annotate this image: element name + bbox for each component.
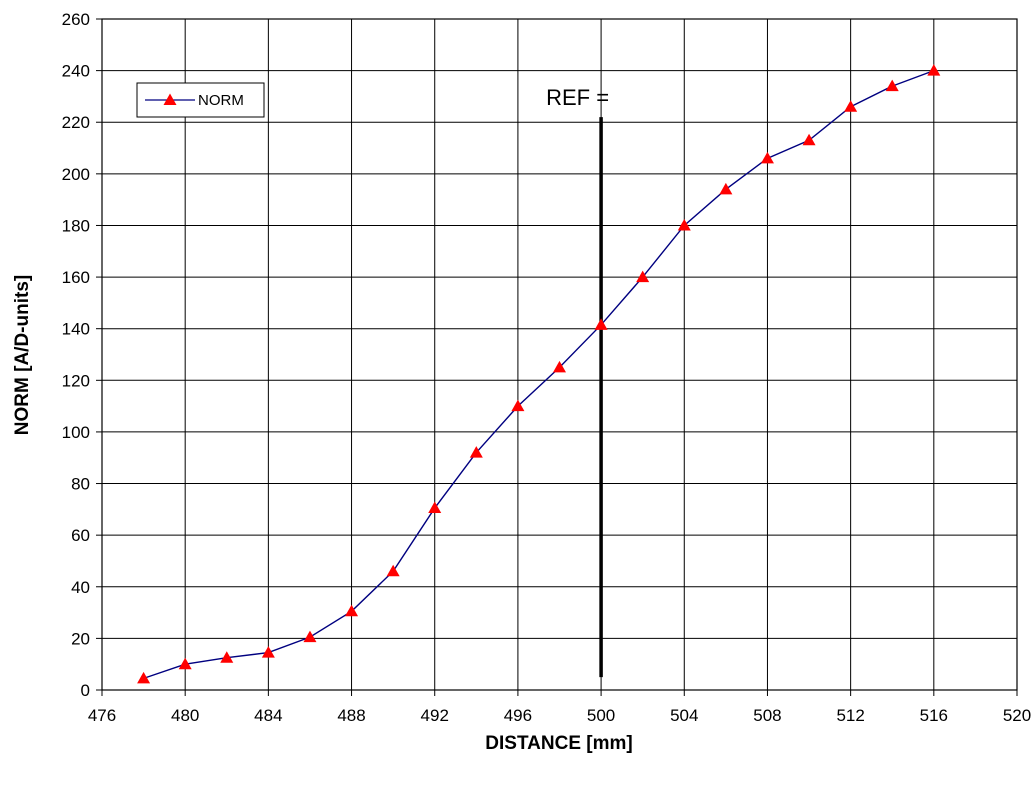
y-tick-label: 140	[62, 320, 90, 339]
x-tick-label: 508	[753, 706, 781, 725]
legend: NORM	[136, 82, 265, 118]
x-tick-label: 476	[88, 706, 116, 725]
x-axis-title: DISTANCE [mm]	[485, 733, 632, 754]
data-point	[927, 64, 941, 76]
y-axis-title: NORM [A/D-units]	[12, 275, 33, 435]
data-point	[760, 151, 774, 164]
x-tick-label: 488	[337, 706, 365, 725]
plot-border	[101, 18, 1018, 691]
data-point	[553, 360, 566, 373]
y-tick-label: 200	[62, 165, 90, 184]
data-point	[802, 133, 816, 146]
data-point	[469, 446, 483, 458]
data-point	[178, 657, 192, 670]
data-point	[719, 182, 733, 195]
x-tick-label: 484	[254, 706, 282, 725]
annotations: REF =	[546, 85, 609, 678]
x-tick-label: 504	[670, 706, 698, 725]
series-group	[137, 64, 941, 684]
data-point	[261, 646, 275, 658]
y-tick-label: 0	[81, 681, 90, 700]
y-tick-label: 260	[62, 10, 90, 29]
x-tick-label: 500	[587, 706, 615, 725]
data-point	[220, 651, 234, 663]
y-tick-label: 120	[62, 371, 90, 390]
data-point	[137, 671, 151, 684]
x-tick-label: 516	[920, 706, 948, 725]
x-tick-label: 512	[836, 706, 864, 725]
y-tick-label: 160	[62, 268, 90, 287]
legend-label: NORM	[198, 92, 244, 109]
data-point	[428, 501, 442, 514]
y-tick-label: 100	[62, 423, 90, 442]
series-line	[143, 69, 935, 680]
axis-ticks: 476 480 484 488 492 496 500 504 508 512 516 520 0 20 4…	[62, 10, 1032, 725]
data-point	[844, 100, 858, 112]
y-tick-label: 220	[62, 113, 90, 132]
y-tick-label: 180	[62, 216, 90, 235]
y-tick-label: 20	[71, 629, 90, 648]
x-tick-label: 492	[421, 706, 449, 725]
y-tick-label: 240	[62, 62, 90, 81]
data-point	[636, 270, 650, 283]
x-tick-label: 496	[504, 706, 532, 725]
data-point	[677, 218, 691, 231]
data-point	[885, 79, 899, 92]
data-point	[386, 564, 400, 577]
ref-label: REF =	[546, 85, 609, 110]
data-point	[345, 604, 359, 617]
data-point	[303, 630, 317, 643]
y-tick-label: 80	[71, 475, 90, 494]
data-point	[594, 318, 608, 330]
y-tick-label: 60	[71, 526, 90, 545]
x-tick-label: 480	[171, 706, 199, 725]
data-point	[511, 399, 525, 412]
y-tick-label: 40	[71, 578, 90, 597]
x-tick-label: 520	[1003, 706, 1031, 725]
plot-area	[102, 19, 1017, 690]
legend-marker-triangle-icon	[163, 93, 177, 105]
